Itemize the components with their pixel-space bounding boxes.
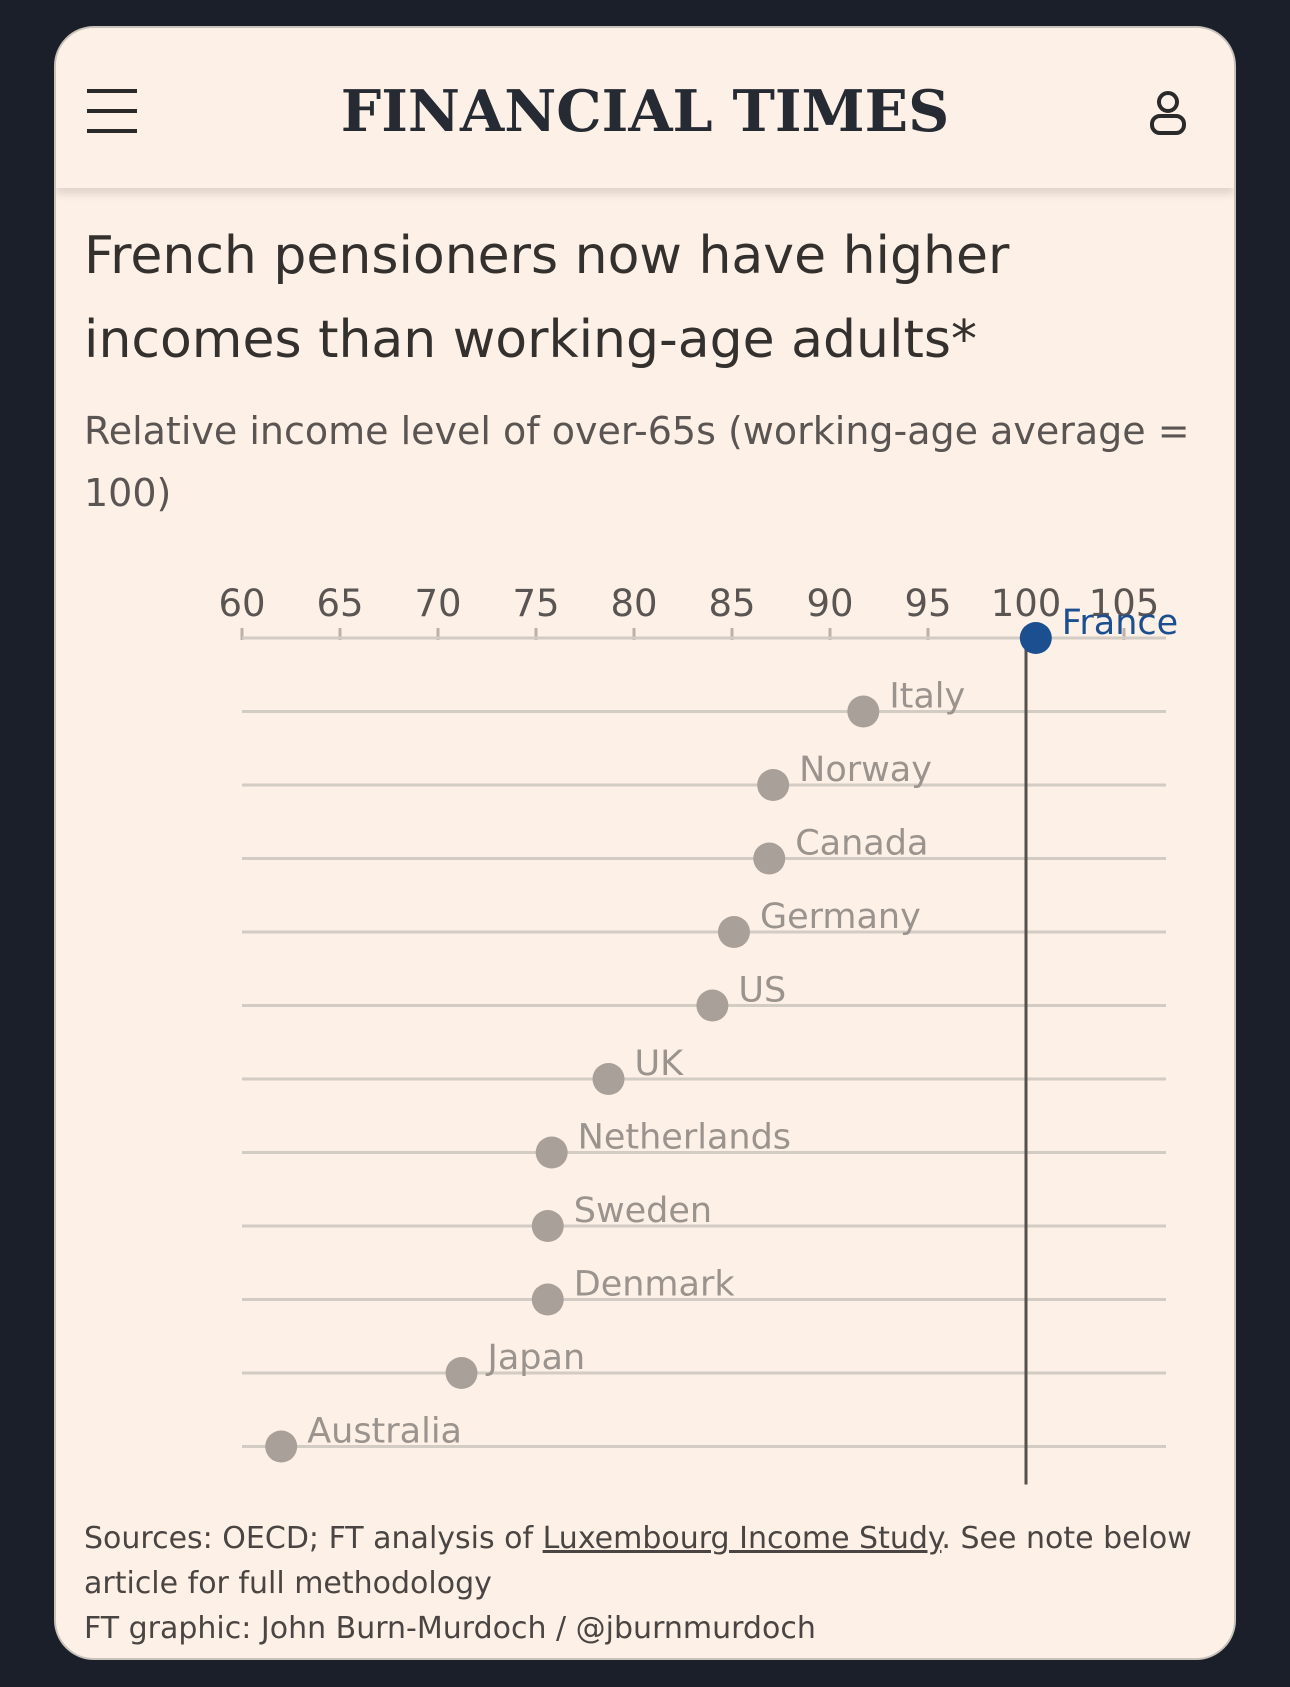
hamburger-menu-icon[interactable]: [87, 89, 137, 133]
point-denmark: [531, 1283, 564, 1316]
label-italy: Italy: [889, 677, 965, 717]
chart-subtitle: Relative income level of over-65s (worki…: [84, 409, 1190, 515]
x-tick-label: 95: [904, 582, 951, 625]
point-italy: [847, 695, 880, 728]
label-australia: Australia: [307, 1412, 462, 1452]
x-tick-label: 60: [218, 582, 265, 625]
luxembourg-income-study-link[interactable]: Luxembourg Income Study: [542, 1521, 942, 1556]
x-tick-label: 105: [1089, 582, 1160, 625]
point-canada: [753, 842, 786, 875]
label-norway: Norway: [799, 750, 932, 790]
brand-logo[interactable]: FINANCIAL TIMES: [340, 78, 950, 145]
point-france: [1019, 622, 1052, 654]
label-japan: Japan: [486, 1338, 586, 1378]
label-france: France: [1062, 603, 1178, 643]
x-tick-label: 65: [316, 582, 363, 625]
point-sweden: [531, 1210, 564, 1242]
label-denmark: Denmark: [574, 1265, 736, 1305]
point-germany: [717, 916, 750, 948]
point-us: [696, 989, 729, 1022]
point-japan: [445, 1357, 478, 1389]
x-tick-label: 90: [806, 582, 853, 625]
point-australia: [265, 1430, 298, 1463]
sources-note: Sources: OECD; FT analysis of Luxembourg…: [84, 1521, 1192, 1601]
masthead: FINANCIAL TIMES: [56, 28, 1234, 188]
label-uk: UK: [635, 1044, 685, 1084]
label-sweden: Sweden: [574, 1191, 712, 1231]
chart-footer: Sources: OECD; FT analysis of Luxembourg…: [84, 1516, 1224, 1651]
point-netherlands: [535, 1136, 568, 1169]
label-netherlands: Netherlands: [578, 1118, 791, 1158]
x-tick-label: 85: [708, 582, 755, 625]
x-tick-label: 70: [414, 582, 461, 625]
label-canada: Canada: [795, 824, 928, 864]
point-uk: [592, 1063, 625, 1095]
graphic-credit: FT graphic: John Burn-Murdoch / @jburnmu…: [84, 1611, 816, 1646]
x-tick-label: 100: [991, 582, 1062, 625]
x-tick-label: 80: [610, 582, 657, 625]
chart-title: French pensioners now have higher income…: [84, 226, 1010, 370]
label-germany: Germany: [760, 897, 921, 937]
label-us: US: [738, 971, 786, 1011]
article-card: FINANCIAL TIMES French pensioners now ha…: [54, 26, 1236, 1660]
user-account-icon[interactable]: [1149, 90, 1187, 136]
point-norway: [757, 769, 790, 801]
x-tick-label: 75: [512, 582, 559, 625]
